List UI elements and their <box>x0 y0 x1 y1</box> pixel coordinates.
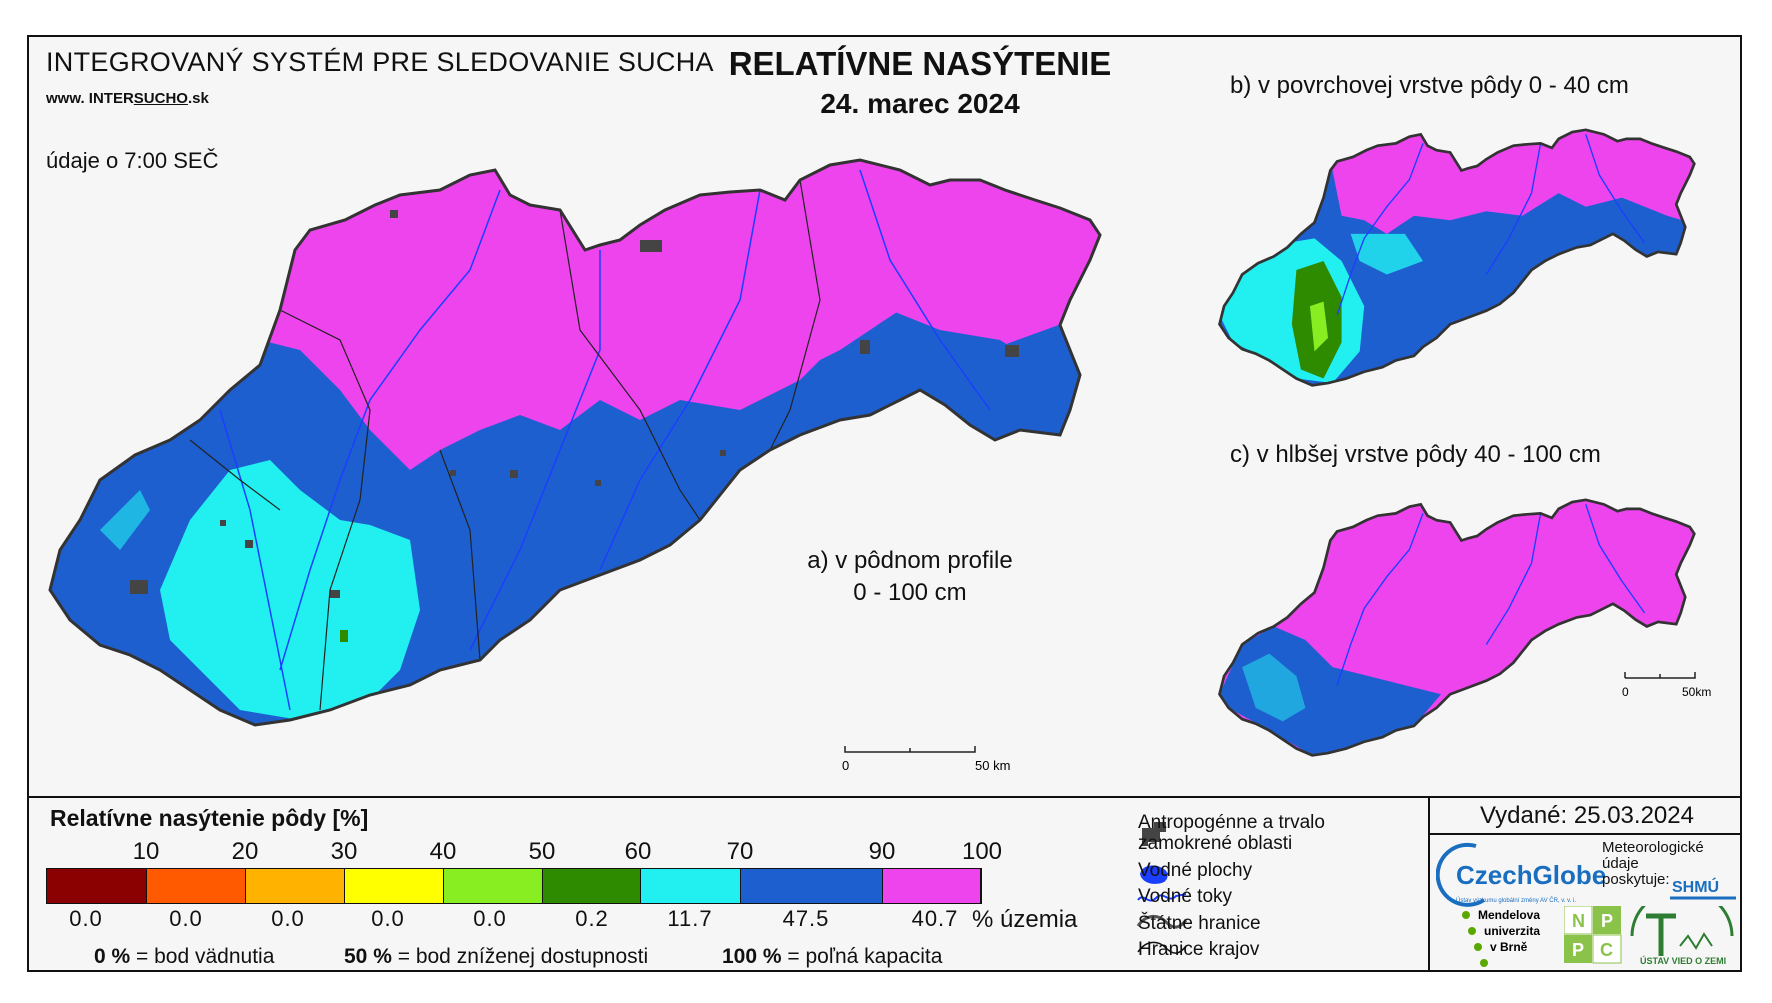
legend-tick: 40 <box>429 838 457 865</box>
nppc-logo: N P P C <box>1564 906 1622 964</box>
scale-bar-main: 0 50 km <box>842 746 1010 773</box>
legend-percent: 0.0 <box>169 906 203 931</box>
svg-text:ÚSTAV VIED O ZEMI: ÚSTAV VIED O ZEMI <box>1640 955 1726 966</box>
key-region-border: Hranice krajov <box>1138 939 1260 960</box>
map-c-label: c) v hlbšej vrstve pôdy 40 - 100 cm <box>1230 441 1601 468</box>
legend-color-bar <box>46 868 982 904</box>
map-b-surface-layer <box>1218 128 1696 387</box>
key-water-bodies: Vodné plochy <box>1138 860 1253 881</box>
svg-text:v Brně: v Brně <box>1490 940 1528 954</box>
svg-text:P: P <box>1601 911 1613 931</box>
site-url[interactable]: www. INTERSUCHO.sk <box>46 90 209 107</box>
legend-percent: 0.0 <box>473 906 507 931</box>
map-b-label: b) v povrchovej vrstve pôdy 0 - 40 cm <box>1230 72 1629 99</box>
meteo-provider-text: Meteorologické údaje poskytuje: <box>1602 839 1704 888</box>
svg-text:CzechGlobe: CzechGlobe <box>1456 860 1606 890</box>
water-stream-icon <box>1137 893 1187 902</box>
legend-tick: 100 <box>961 838 1003 865</box>
anthropogenic-area-icon <box>1142 822 1166 846</box>
system-title: INTEGROVANÝ SYSTÉM PRE SLEDOVANIE SUCHA <box>46 47 714 77</box>
definition-field-capacity: 100 % = poľná kapacita <box>722 945 943 968</box>
legend-vertical-divider <box>1428 796 1430 972</box>
legend-percent: 0.2 <box>575 906 609 931</box>
legend-tick: 90 <box>868 838 896 865</box>
legend-tick: 30 <box>330 838 358 865</box>
svg-text:C: C <box>1600 940 1613 960</box>
legend-percent: 0.0 <box>371 906 405 931</box>
legend-swatch <box>345 869 444 903</box>
legend-swatch <box>543 869 641 903</box>
legend-tick: 60 <box>624 838 652 865</box>
svg-text:Ústav výzkumu globální změny A: Ústav výzkumu globální změny AV ČR, v. v… <box>1456 897 1576 904</box>
map-a-label: a) v pôdnom profile 0 - 100 cm <box>807 547 1013 606</box>
definition-reduced-availability: 50 % = bod zníženej dostupnosti <box>344 945 649 968</box>
legend-swatch <box>883 869 981 903</box>
key-anthropogenic: Antropogénne a trvalo zamokrené oblasti <box>1138 812 1325 854</box>
svg-text:univerzita: univerzita <box>1484 924 1540 938</box>
legend-swatch <box>444 869 543 903</box>
mendel-university-logo: Mendelova univerzita v Brně <box>1462 908 1540 967</box>
scale-bar-small: 0 50km <box>1622 672 1711 699</box>
main-date: 24. marec 2024 <box>820 88 1020 119</box>
legend-percent-unit: % územia <box>972 906 1078 933</box>
time-note: údaje o 7:00 SEČ <box>46 148 219 173</box>
legend-percent: 0.0 <box>69 906 103 931</box>
legend-swatch <box>47 869 147 903</box>
key-state-border: Štátne hranice <box>1138 913 1261 934</box>
svg-text:0: 0 <box>1622 685 1629 699</box>
legend-swatch <box>246 869 345 903</box>
key-water-streams: Vodné toky <box>1138 886 1233 907</box>
issued-divider <box>1428 833 1742 835</box>
map-c-deep-layer <box>1218 498 1696 757</box>
legend-tick: 70 <box>726 838 754 865</box>
legend-swatch <box>641 869 741 903</box>
shmu-logo: SHMÚ <box>1670 877 1736 900</box>
legend-percent: 40.7 <box>911 906 959 931</box>
legend-tick: 50 <box>528 838 556 865</box>
legend-title: Relatívne nasýtenie pôdy [%] <box>50 805 369 831</box>
legend-swatch <box>147 869 246 903</box>
legend-percent: 11.7 <box>667 906 713 931</box>
state-border-icon <box>1136 915 1188 929</box>
region-border-icon <box>1137 941 1187 954</box>
main-title: RELATÍVNE NASÝTENIE <box>728 45 1112 82</box>
definition-wilting-point: 0 % = bod vädnutia <box>94 945 275 968</box>
earth-science-institute-logo: ÚSTAV VIED O ZEMI <box>1630 906 1734 966</box>
svg-text:N: N <box>1572 911 1585 931</box>
legend-percent: 0.0 <box>271 906 305 931</box>
map-a-soil-profile <box>48 158 1102 727</box>
legend-divider <box>27 796 1742 798</box>
legend-tick: 10 <box>132 838 160 865</box>
svg-text:SHMÚ: SHMÚ <box>1672 877 1719 896</box>
legend-percent: 47.5 <box>782 906 830 931</box>
issued-date: Vydané: 25.03.2024 <box>1480 802 1694 829</box>
svg-text:0: 0 <box>842 758 849 773</box>
legend-tick: 20 <box>231 838 259 865</box>
svg-text:P: P <box>1572 940 1584 960</box>
svg-text:50 km: 50 km <box>975 758 1010 773</box>
svg-text:Mendelova: Mendelova <box>1478 908 1540 922</box>
legend-swatch <box>741 869 883 903</box>
water-body-icon <box>1140 865 1168 884</box>
czechglobe-logo: CzechGlobe Ústav výzkumu globální změny … <box>1436 842 1606 907</box>
svg-text:50km: 50km <box>1682 685 1711 699</box>
